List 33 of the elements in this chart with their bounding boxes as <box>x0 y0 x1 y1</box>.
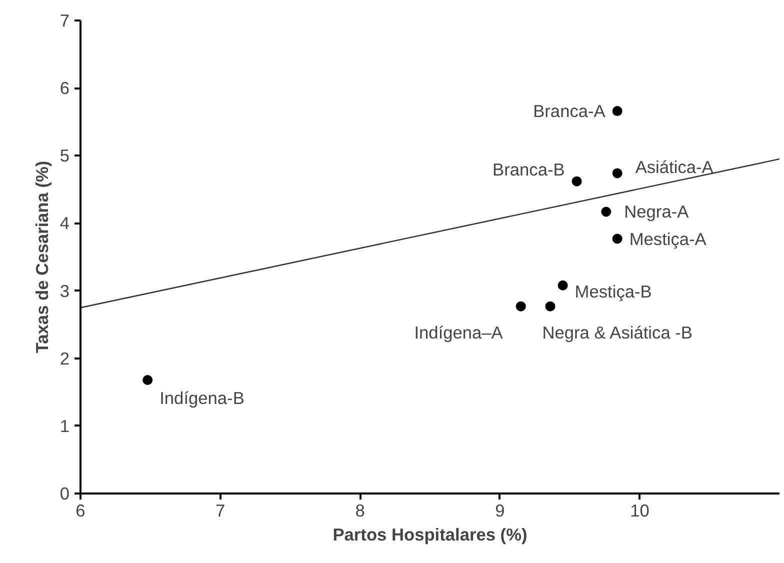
x-tick-label: 9 <box>495 500 505 520</box>
x-tick-label: 6 <box>76 500 86 520</box>
point <box>612 234 622 244</box>
point <box>142 374 153 385</box>
point <box>601 206 612 217</box>
x-tick-label: 8 <box>355 500 365 520</box>
annotation: Branca-A <box>533 101 606 122</box>
y-tick-label: 6 <box>60 78 70 98</box>
x-tick-label: 7 <box>215 500 226 520</box>
point <box>612 168 622 178</box>
annotation: Asiática-A <box>635 157 714 178</box>
y-axis-title: Taxas de Cesariana (%) <box>32 160 52 354</box>
x-axis-title: Partos Hospitalares (%) <box>332 524 528 544</box>
annotation: Negra-A <box>624 202 690 222</box>
annotation: Mestiça-A <box>629 228 707 249</box>
y-tick-label: 2 <box>60 348 70 368</box>
y-tick-label: 4 <box>60 213 70 234</box>
y-tick-label: 0 <box>60 484 70 504</box>
annotation: Branca-B <box>492 159 565 180</box>
x-tick-label: 10 <box>630 500 650 520</box>
y-tick-label: 3 <box>60 280 70 301</box>
annotation: Negra & Asiática -B <box>542 322 692 342</box>
point <box>516 301 526 312</box>
point <box>545 301 556 312</box>
y-tick-label: 1 <box>60 416 70 436</box>
y-tick-label: 7 <box>60 10 70 30</box>
annotation: Mestiça-B <box>574 281 652 302</box>
y-tick-label: 5 <box>60 146 70 166</box>
annotation: Indígena-B <box>160 388 244 408</box>
point <box>558 280 568 290</box>
annotation: Indígena–A <box>414 322 504 342</box>
point <box>612 106 622 116</box>
point <box>572 176 582 186</box>
